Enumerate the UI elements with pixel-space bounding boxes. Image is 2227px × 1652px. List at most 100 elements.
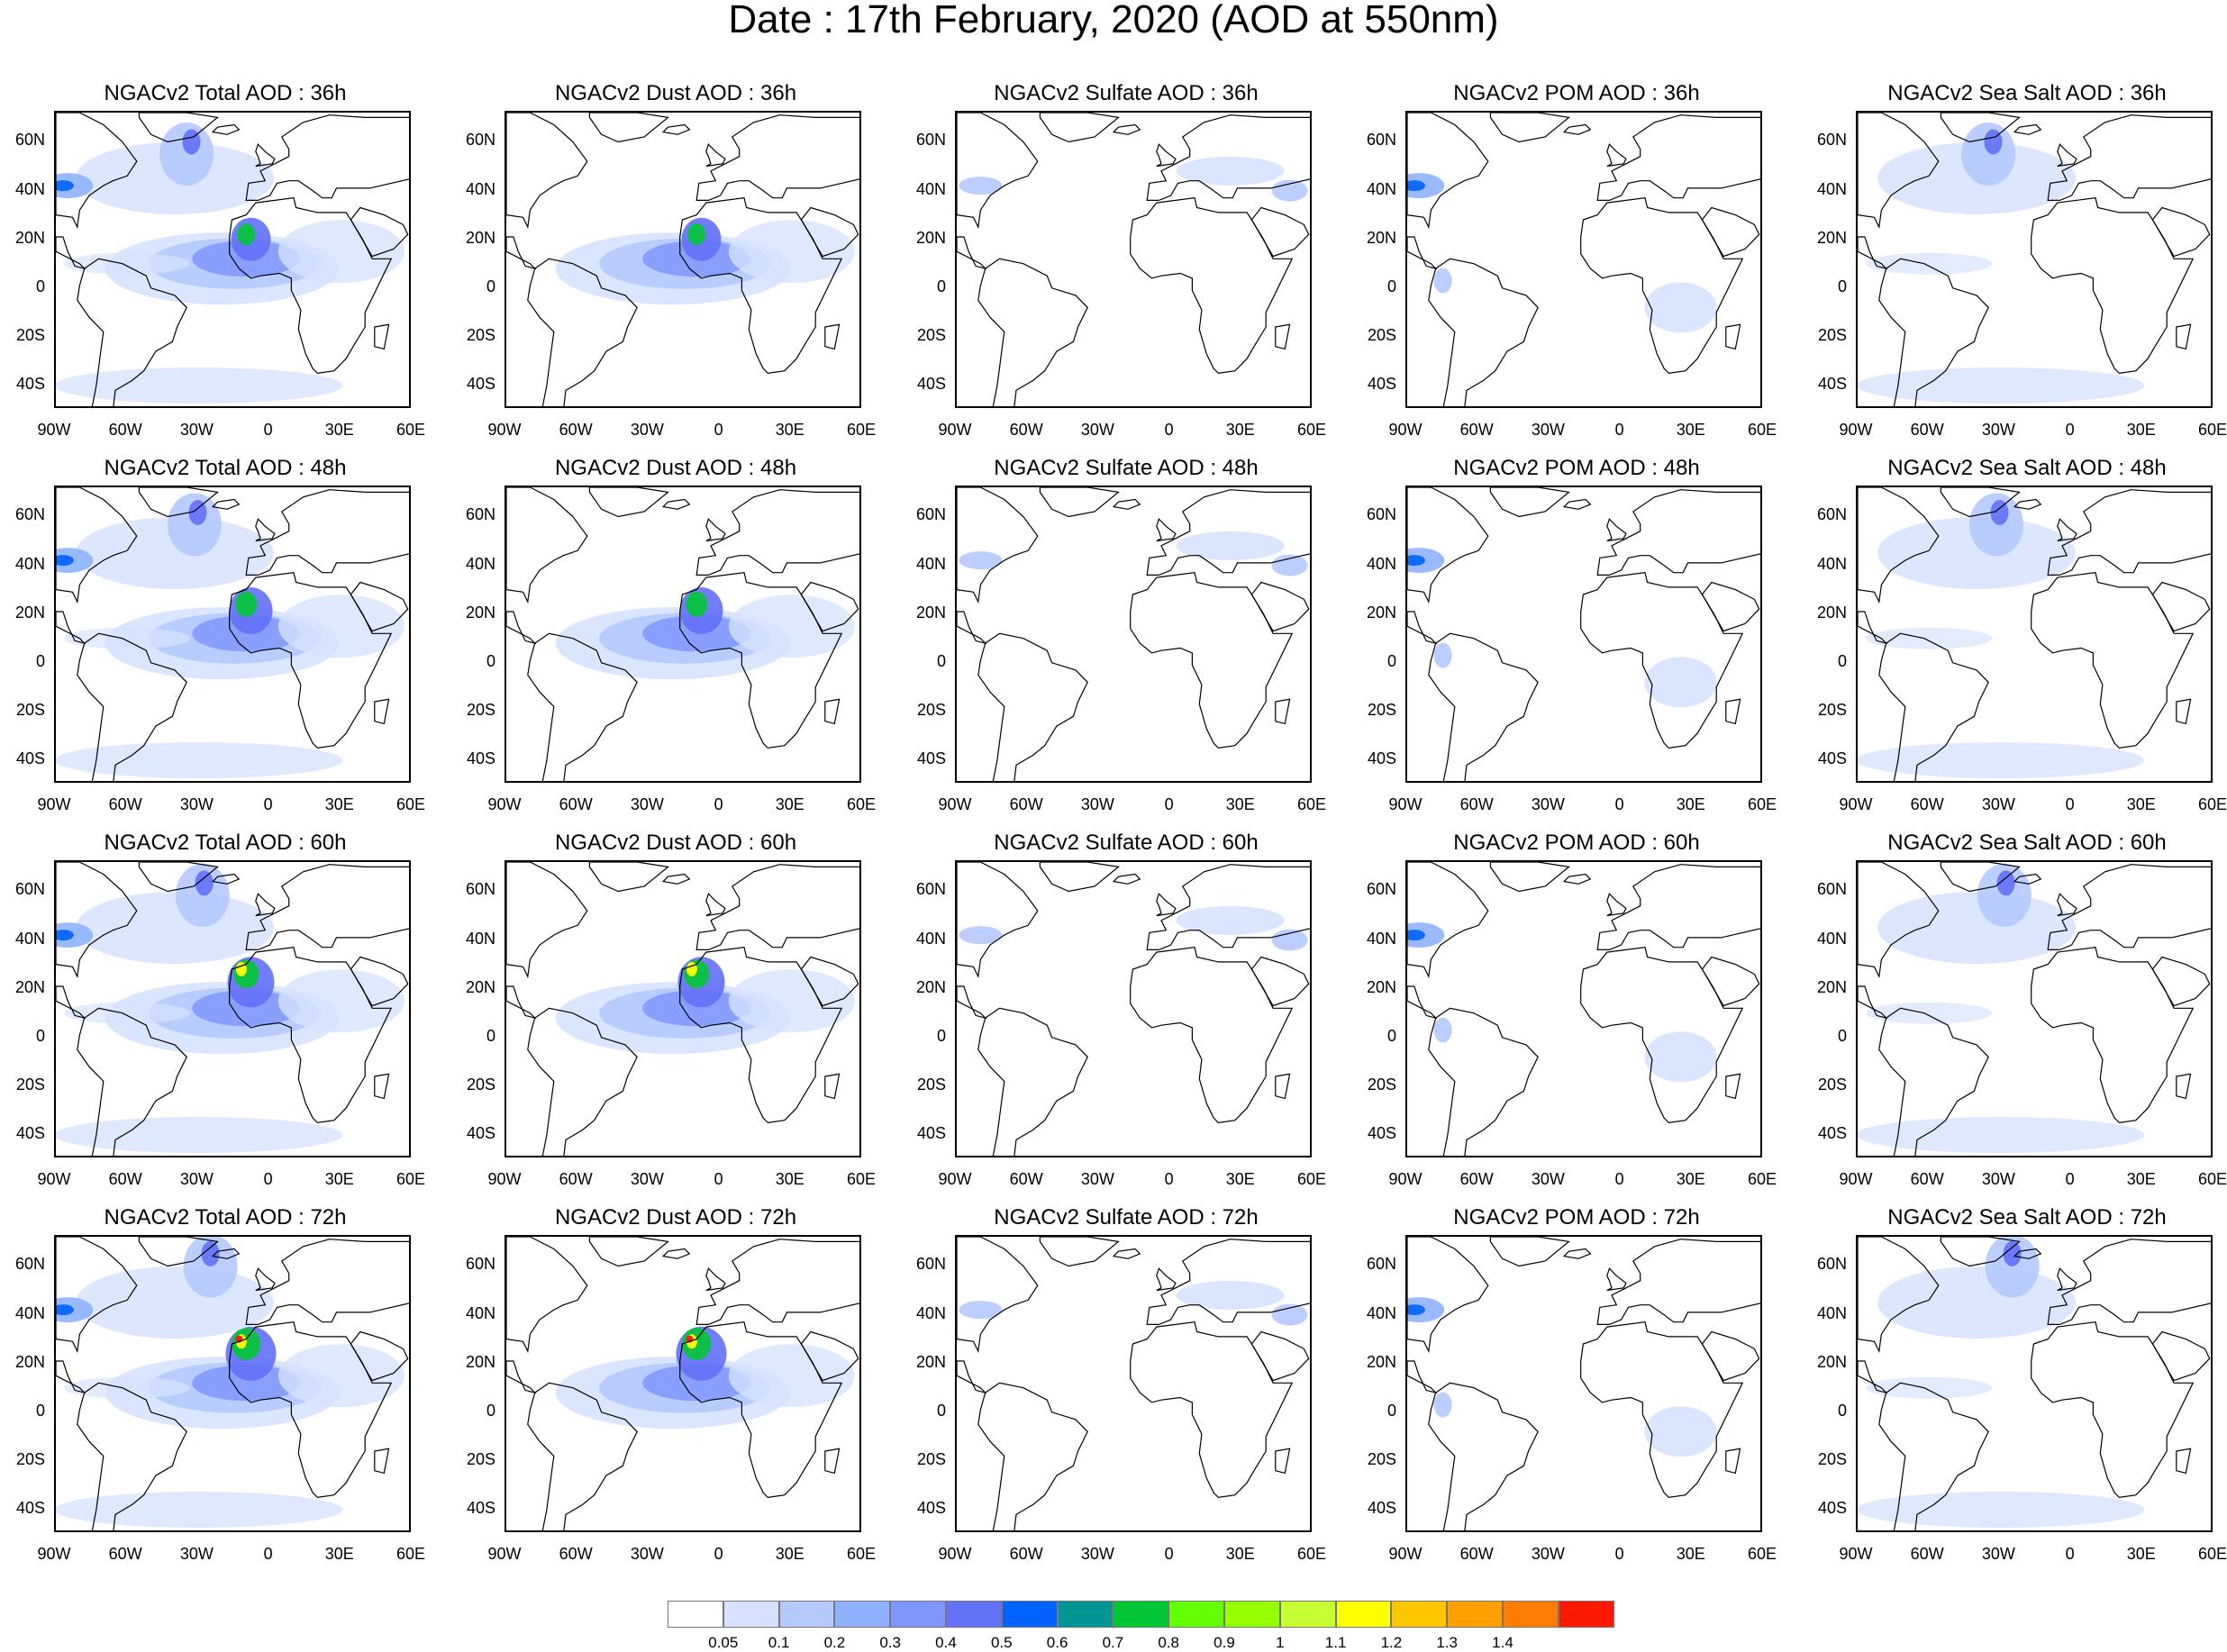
x-tick-label: 30E bbox=[2126, 1545, 2156, 1563]
colorbar-swatch bbox=[778, 1601, 835, 1628]
y-tick-label: 40N bbox=[1816, 929, 1847, 948]
map-area bbox=[1856, 1235, 2213, 1532]
y-tick-label: 60N bbox=[465, 131, 495, 150]
y-tick-label: 20S bbox=[15, 1075, 45, 1094]
panel-title: NGACv2 POM AOD : 36h bbox=[1453, 81, 1700, 105]
map-area bbox=[955, 1235, 1312, 1532]
colorbar-swatch bbox=[834, 1601, 891, 1628]
y-tick-label: 40S bbox=[1367, 374, 1396, 393]
y-tick-label: 40S bbox=[15, 1498, 45, 1517]
x-tick-label: 60W bbox=[1009, 421, 1043, 439]
colorbar-label: 0.2 bbox=[823, 1634, 846, 1651]
y-tick-label: 20N bbox=[14, 603, 45, 622]
y-tick-label: 40S bbox=[1817, 749, 1847, 767]
y-tick-label: 60N bbox=[1366, 505, 1396, 524]
y-tick-label: 0 bbox=[936, 277, 946, 295]
aod-field bbox=[506, 1237, 859, 1530]
x-tick-label: 30W bbox=[1080, 421, 1114, 439]
aod-field bbox=[1858, 862, 2211, 1156]
x-tick-label: 30E bbox=[1225, 1170, 1255, 1188]
x-tick-label: 30W bbox=[179, 421, 214, 439]
x-tick-label: 0 bbox=[1614, 1170, 1624, 1188]
y-tick-label: 60N bbox=[14, 880, 45, 899]
map-area bbox=[955, 111, 1312, 408]
y-tick-label: 0 bbox=[1386, 651, 1396, 670]
y-tick-label: 20N bbox=[14, 977, 45, 996]
map-panel: NGACv2 Total AOD : 72h 60N 40N 20N 0 20S 40S 90… bbox=[0, 1205, 450, 1579]
y-tick-label: 0 bbox=[35, 1401, 45, 1420]
y-tick-label: 40N bbox=[1366, 1303, 1396, 1322]
map-panel: NGACv2 Sulfate AOD : 36h 60N 40N 20N 0 20S 40S… bbox=[901, 81, 1351, 455]
colorbar-swatch bbox=[1279, 1601, 1336, 1628]
y-tick-label: 40S bbox=[1367, 1123, 1396, 1142]
panel-title: NGACv2 Sulfate AOD : 72h bbox=[994, 1205, 1259, 1230]
x-tick-label: 0 bbox=[2065, 1545, 2075, 1563]
map-area bbox=[1856, 486, 2213, 783]
y-tick-label: 0 bbox=[936, 651, 946, 670]
y-tick-label: 0 bbox=[936, 1026, 946, 1045]
x-tick-label: 30E bbox=[775, 1545, 804, 1563]
y-tick-label: 40S bbox=[466, 1498, 495, 1517]
x-tick-label: 0 bbox=[714, 795, 723, 813]
y-tick-label: 0 bbox=[35, 651, 45, 670]
x-tick-label: 60W bbox=[559, 795, 593, 813]
y-tick-label: 40N bbox=[465, 179, 495, 198]
y-tick-label: 20N bbox=[1366, 603, 1396, 622]
colorbar-label: 1.3 bbox=[1436, 1634, 1458, 1651]
map-area bbox=[1405, 111, 1762, 408]
x-tick-label: 30E bbox=[775, 795, 804, 813]
x-tick-label: 60W bbox=[1910, 1170, 1944, 1188]
panel-title: NGACv2 Dust AOD : 60h bbox=[554, 831, 797, 855]
y-tick-label: 40N bbox=[1366, 554, 1396, 573]
colorbar-label: 1.1 bbox=[1324, 1634, 1347, 1651]
colorbar bbox=[668, 1601, 1614, 1628]
x-tick-label: 30W bbox=[1080, 1545, 1114, 1563]
x-tick-label: 60E bbox=[2197, 421, 2227, 439]
x-tick-label: 90W bbox=[1839, 795, 1873, 813]
y-tick-label: 20N bbox=[1816, 228, 1847, 247]
colorbar-swatch bbox=[1223, 1601, 1280, 1628]
x-tick-label: 60E bbox=[846, 795, 877, 813]
x-tick-label: 90W bbox=[1388, 795, 1423, 813]
y-tick-label: 0 bbox=[486, 277, 495, 295]
y-tick-label: 40N bbox=[14, 179, 45, 198]
colorbar-swatch bbox=[1057, 1601, 1114, 1628]
map-area bbox=[955, 860, 1312, 1157]
x-tick-label: 30W bbox=[1080, 795, 1114, 813]
y-tick-label: 40N bbox=[915, 1303, 946, 1322]
colorbar-swatch bbox=[1113, 1601, 1169, 1628]
panel-title: NGACv2 Sulfate AOD : 48h bbox=[994, 456, 1259, 480]
y-tick-label: 60N bbox=[1366, 880, 1396, 899]
x-tick-label: 0 bbox=[1164, 421, 1174, 439]
x-tick-label: 30E bbox=[775, 421, 804, 439]
y-tick-label: 20S bbox=[466, 700, 495, 719]
aod-field bbox=[56, 113, 409, 406]
y-tick-label: 20N bbox=[915, 977, 946, 996]
y-tick-label: 0 bbox=[1386, 1026, 1396, 1045]
panel-title: NGACv2 Sulfate AOD : 36h bbox=[994, 81, 1259, 105]
x-tick-label: 60E bbox=[846, 421, 877, 439]
panel-title: NGACv2 Sea Salt AOD : 48h bbox=[1887, 456, 2167, 480]
colorbar-label: 0.7 bbox=[1102, 1634, 1124, 1651]
y-tick-label: 40S bbox=[466, 374, 495, 393]
y-tick-label: 20N bbox=[1816, 977, 1847, 996]
aod-field bbox=[1407, 862, 1760, 1156]
colorbar-swatch bbox=[1168, 1601, 1224, 1628]
x-tick-label: 60W bbox=[1459, 1170, 1494, 1188]
colorbar-label: 1.4 bbox=[1492, 1634, 1513, 1651]
y-tick-label: 0 bbox=[1837, 277, 1847, 295]
y-tick-label: 60N bbox=[915, 1255, 946, 1274]
y-tick-label: 20S bbox=[1367, 1075, 1396, 1094]
x-tick-label: 60E bbox=[395, 1170, 426, 1188]
x-tick-label: 30W bbox=[179, 1545, 214, 1563]
y-tick-label: 40N bbox=[465, 929, 495, 948]
y-tick-label: 0 bbox=[1837, 1026, 1847, 1045]
y-tick-label: 20N bbox=[915, 603, 946, 622]
x-tick-label: 30W bbox=[1080, 1170, 1114, 1188]
x-tick-label: 90W bbox=[1839, 1545, 1873, 1563]
y-tick-label: 20S bbox=[1817, 700, 1847, 719]
y-tick-label: 20S bbox=[1817, 1449, 1847, 1468]
y-tick-label: 20N bbox=[1366, 228, 1396, 247]
aod-field bbox=[1858, 1237, 2211, 1530]
y-tick-label: 60N bbox=[1816, 131, 1847, 150]
